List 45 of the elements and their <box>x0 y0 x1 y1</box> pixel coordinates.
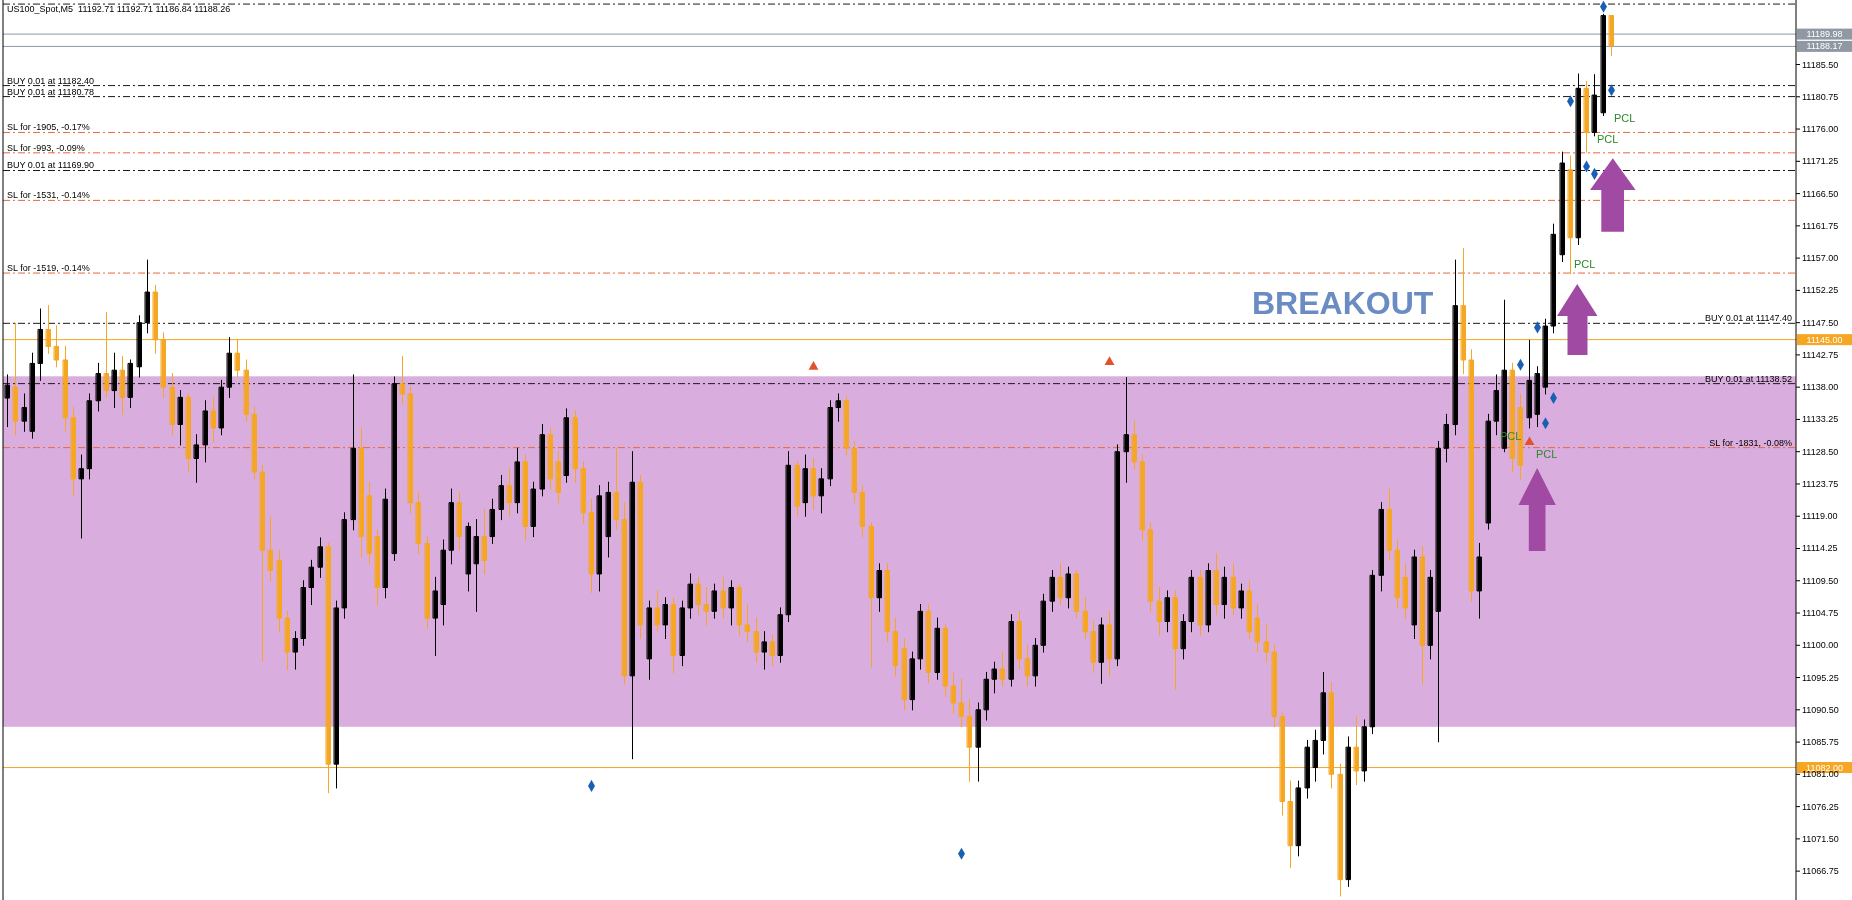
y-tick-label: 11142.75 <box>1802 349 1839 360</box>
y-tick-label: 11095.25 <box>1802 672 1839 683</box>
y-tick-label: 11133.25 <box>1802 414 1839 425</box>
y-tick-label: 11157.00 <box>1802 253 1839 264</box>
y-tick-label: 11185.50 <box>1802 59 1839 70</box>
y-tick-label: 11123.75 <box>1802 478 1839 489</box>
annotation: PCL <box>1536 448 1558 460</box>
y-tick-label: 11100.00 <box>1802 640 1839 651</box>
y-tick-label: 11066.75 <box>1802 866 1839 877</box>
ref-line-label: 11145.00 <box>1806 334 1843 345</box>
annotation: PCL <box>1574 258 1596 270</box>
y-tick-label: 11128.50 <box>1802 446 1839 457</box>
y-tick-label: 11114.25 <box>1802 543 1838 554</box>
y-tick-label: 11147.50 <box>1802 317 1839 328</box>
ref-line-label: BUY 0.01 at 11138.52 <box>1704 373 1792 384</box>
y-tick-label: 11152.25 <box>1802 285 1839 296</box>
annotation: BREAKOUT <box>1252 285 1434 321</box>
y-tick-label: 11109.50 <box>1802 575 1839 586</box>
y-tick-label: 11166.50 <box>1802 188 1839 199</box>
annotation: PCL <box>1597 133 1619 145</box>
ref-line-label: SL for -1831, -0.08% <box>1709 437 1792 448</box>
ref-line-label: SL for -993, -0.09% <box>7 142 85 153</box>
y-tick-label: 11161.75 <box>1802 220 1839 231</box>
y-tick-label: 11119.00 <box>1802 511 1838 522</box>
ref-line-label: 11189.98 <box>1806 29 1843 40</box>
ref-line-label: BUY 0.01 at 11180.78 <box>7 86 95 97</box>
ref-line-label: SL for -1905, -0.17% <box>7 122 90 133</box>
y-tick-label: 11104.75 <box>1802 608 1839 619</box>
ref-line-label: BUY 0.01 at 11169.90 <box>7 160 95 171</box>
text: US100_Spot,M5 11192.71 11192.71 11186.84 11188.26 <box>7 4 231 14</box>
y-tick-label: 11085.75 <box>1802 737 1839 748</box>
y-tick-label: 11090.50 <box>1802 704 1839 715</box>
y-tick-label: 11180.75 <box>1802 91 1839 102</box>
ref-line-label: SL for -1519, -0.14% <box>7 263 90 274</box>
y-tick-label: 11171.25 <box>1802 156 1839 167</box>
y-tick-label: 11176.00 <box>1802 124 1839 135</box>
ref-line-label: BUY 0.01 at 11182.40 <box>7 75 95 86</box>
ref-line-label: SL for -1531, -0.14% <box>7 190 90 201</box>
y-tick-label: 11076.25 <box>1802 801 1839 812</box>
ref-line-label: 11188.17 <box>1806 41 1843 52</box>
ref-line-label: BUY 0.01 at 11147.40 <box>1704 313 1792 324</box>
annotation: PCL <box>1614 112 1636 124</box>
y-tick-label: 11138.00 <box>1802 382 1839 393</box>
y-tick-label: 11071.50 <box>1802 833 1839 844</box>
annotation: PCL <box>1500 430 1522 442</box>
